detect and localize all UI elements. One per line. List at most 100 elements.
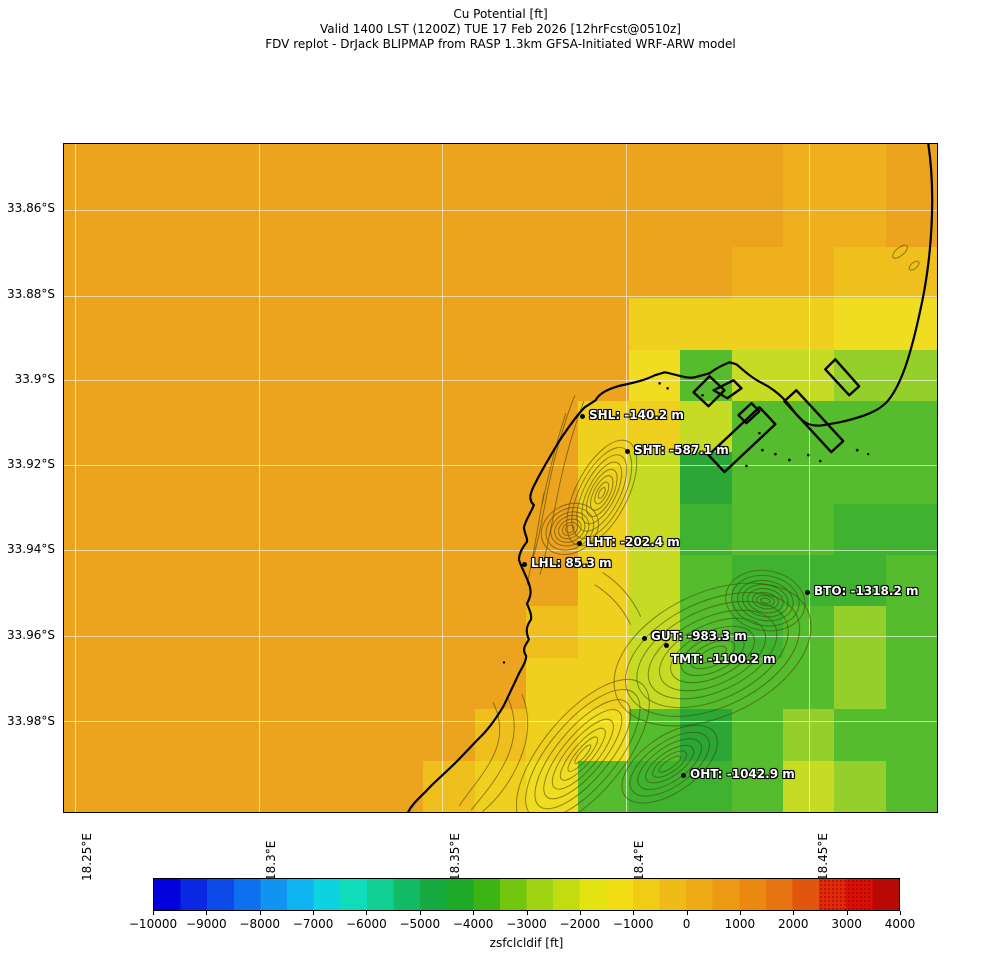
raster-cell <box>577 400 629 453</box>
colorbar-axis-label: zsfclcldif [ft] <box>489 936 564 950</box>
x-tick-label: 18.4°E <box>631 840 646 881</box>
colorbar-tick <box>153 911 154 915</box>
raster-cell <box>372 349 424 401</box>
raster-cell <box>269 555 321 607</box>
raster-cell <box>423 452 475 504</box>
raster-cell <box>372 246 424 299</box>
raster-cell <box>64 400 116 453</box>
raster-cell <box>474 555 527 607</box>
x-tick-label: 18.25°E <box>80 833 95 881</box>
raster-cell <box>782 144 835 196</box>
raster-cell <box>372 657 424 710</box>
raster-cell <box>423 349 475 401</box>
raster-cell <box>423 144 475 196</box>
raster-cell <box>834 555 886 607</box>
x-tick-label: 18.35°E <box>447 833 462 881</box>
raster-cell <box>320 400 373 453</box>
raster-cell <box>680 400 732 453</box>
raster-cell <box>680 760 732 812</box>
raster-cell <box>680 503 732 556</box>
map-panel: SHL: -140.2 m SHT: -587.1 m LHT: -202.4 m L… <box>63 143 938 813</box>
raster-cell <box>782 657 835 710</box>
station-dot-sht <box>624 448 630 454</box>
raster-cell <box>782 246 835 299</box>
raster-cell <box>834 195 886 247</box>
raster-cell <box>115 657 167 710</box>
raster-cell <box>64 503 116 556</box>
raster-cell <box>269 144 321 196</box>
raster-cell <box>782 709 835 761</box>
raster-cell <box>526 657 578 710</box>
raster-cell <box>218 555 270 607</box>
raster-cell <box>628 195 681 247</box>
raster-cell <box>115 709 167 761</box>
raster-cell <box>372 606 424 658</box>
colorbar-tick-label: −2000 <box>559 917 601 931</box>
raster-cell <box>166 606 219 658</box>
colorbar-tick <box>526 911 528 915</box>
raster-cell <box>218 298 270 350</box>
raster-cell <box>64 606 116 658</box>
y-tick-label: 33.94°S <box>7 542 55 557</box>
raster-cell <box>731 349 783 401</box>
colorbar-tick-label: 2000 <box>778 917 809 931</box>
raster-cell <box>834 349 886 401</box>
raster-cell <box>115 760 167 812</box>
colorbar-tick <box>739 911 741 915</box>
raster-cell <box>218 760 270 812</box>
raster-cell <box>218 349 270 401</box>
raster-cell <box>218 144 270 196</box>
colorbar-tick-label: −10000 <box>128 917 178 931</box>
raster-cell <box>320 195 373 247</box>
raster-cell <box>218 400 270 453</box>
station-dot-lhl <box>521 561 527 567</box>
raster-cell <box>64 298 116 350</box>
colorbar-tick <box>259 911 261 915</box>
plot-valid-time: Valid 1400 LST (1200Z) TUE 17 Feb 2026 [… <box>320 22 681 36</box>
raster-cell <box>628 400 681 453</box>
raster-cell <box>885 606 937 658</box>
raster-cell <box>423 606 475 658</box>
raster-cell <box>166 246 219 299</box>
colorbar-tick <box>473 911 475 915</box>
raster-cell <box>782 195 835 247</box>
raster-cell <box>782 606 835 658</box>
raster-cell <box>628 760 681 812</box>
station-label-lhl: LHL: 85.3 m <box>531 556 612 570</box>
raster-cell <box>885 400 937 453</box>
graticule-line <box>64 635 937 637</box>
raster-cell <box>731 503 783 556</box>
station-label-shl: SHL: -140.2 m <box>589 408 684 422</box>
raster-cell <box>64 709 116 761</box>
colorbar-tick-label: −9000 <box>186 917 227 931</box>
raster-cell <box>834 144 886 196</box>
raster-cell <box>474 195 527 247</box>
raster-cell <box>526 760 578 812</box>
raster-cell <box>115 452 167 504</box>
station-dot-shl <box>579 413 585 419</box>
raster-cell <box>115 349 167 401</box>
raster-cell <box>423 246 475 299</box>
raster-cell <box>218 606 270 658</box>
raster-cell <box>782 503 835 556</box>
raster-cell <box>680 246 732 299</box>
station-label-bto: BTO: -1318.2 m <box>814 584 919 598</box>
raster-cell <box>474 657 527 710</box>
raster-cell <box>834 657 886 710</box>
colorbar-tick-label: −4000 <box>452 917 494 931</box>
raster-cell <box>218 246 270 299</box>
raster-cell <box>115 144 167 196</box>
graticule-line <box>809 144 811 812</box>
raster-cell <box>885 195 937 247</box>
graticule-line <box>442 144 444 812</box>
raster-cell <box>269 195 321 247</box>
raster-cell <box>218 195 270 247</box>
raster-cell <box>269 709 321 761</box>
graticule-line <box>64 721 937 723</box>
map-overlay <box>406 144 934 812</box>
colorbar-tick-label: 3000 <box>831 917 862 931</box>
colorbar-tick <box>846 911 848 915</box>
graticule-line <box>64 209 937 211</box>
raster-cell <box>526 195 578 247</box>
graticule-line <box>64 549 937 551</box>
